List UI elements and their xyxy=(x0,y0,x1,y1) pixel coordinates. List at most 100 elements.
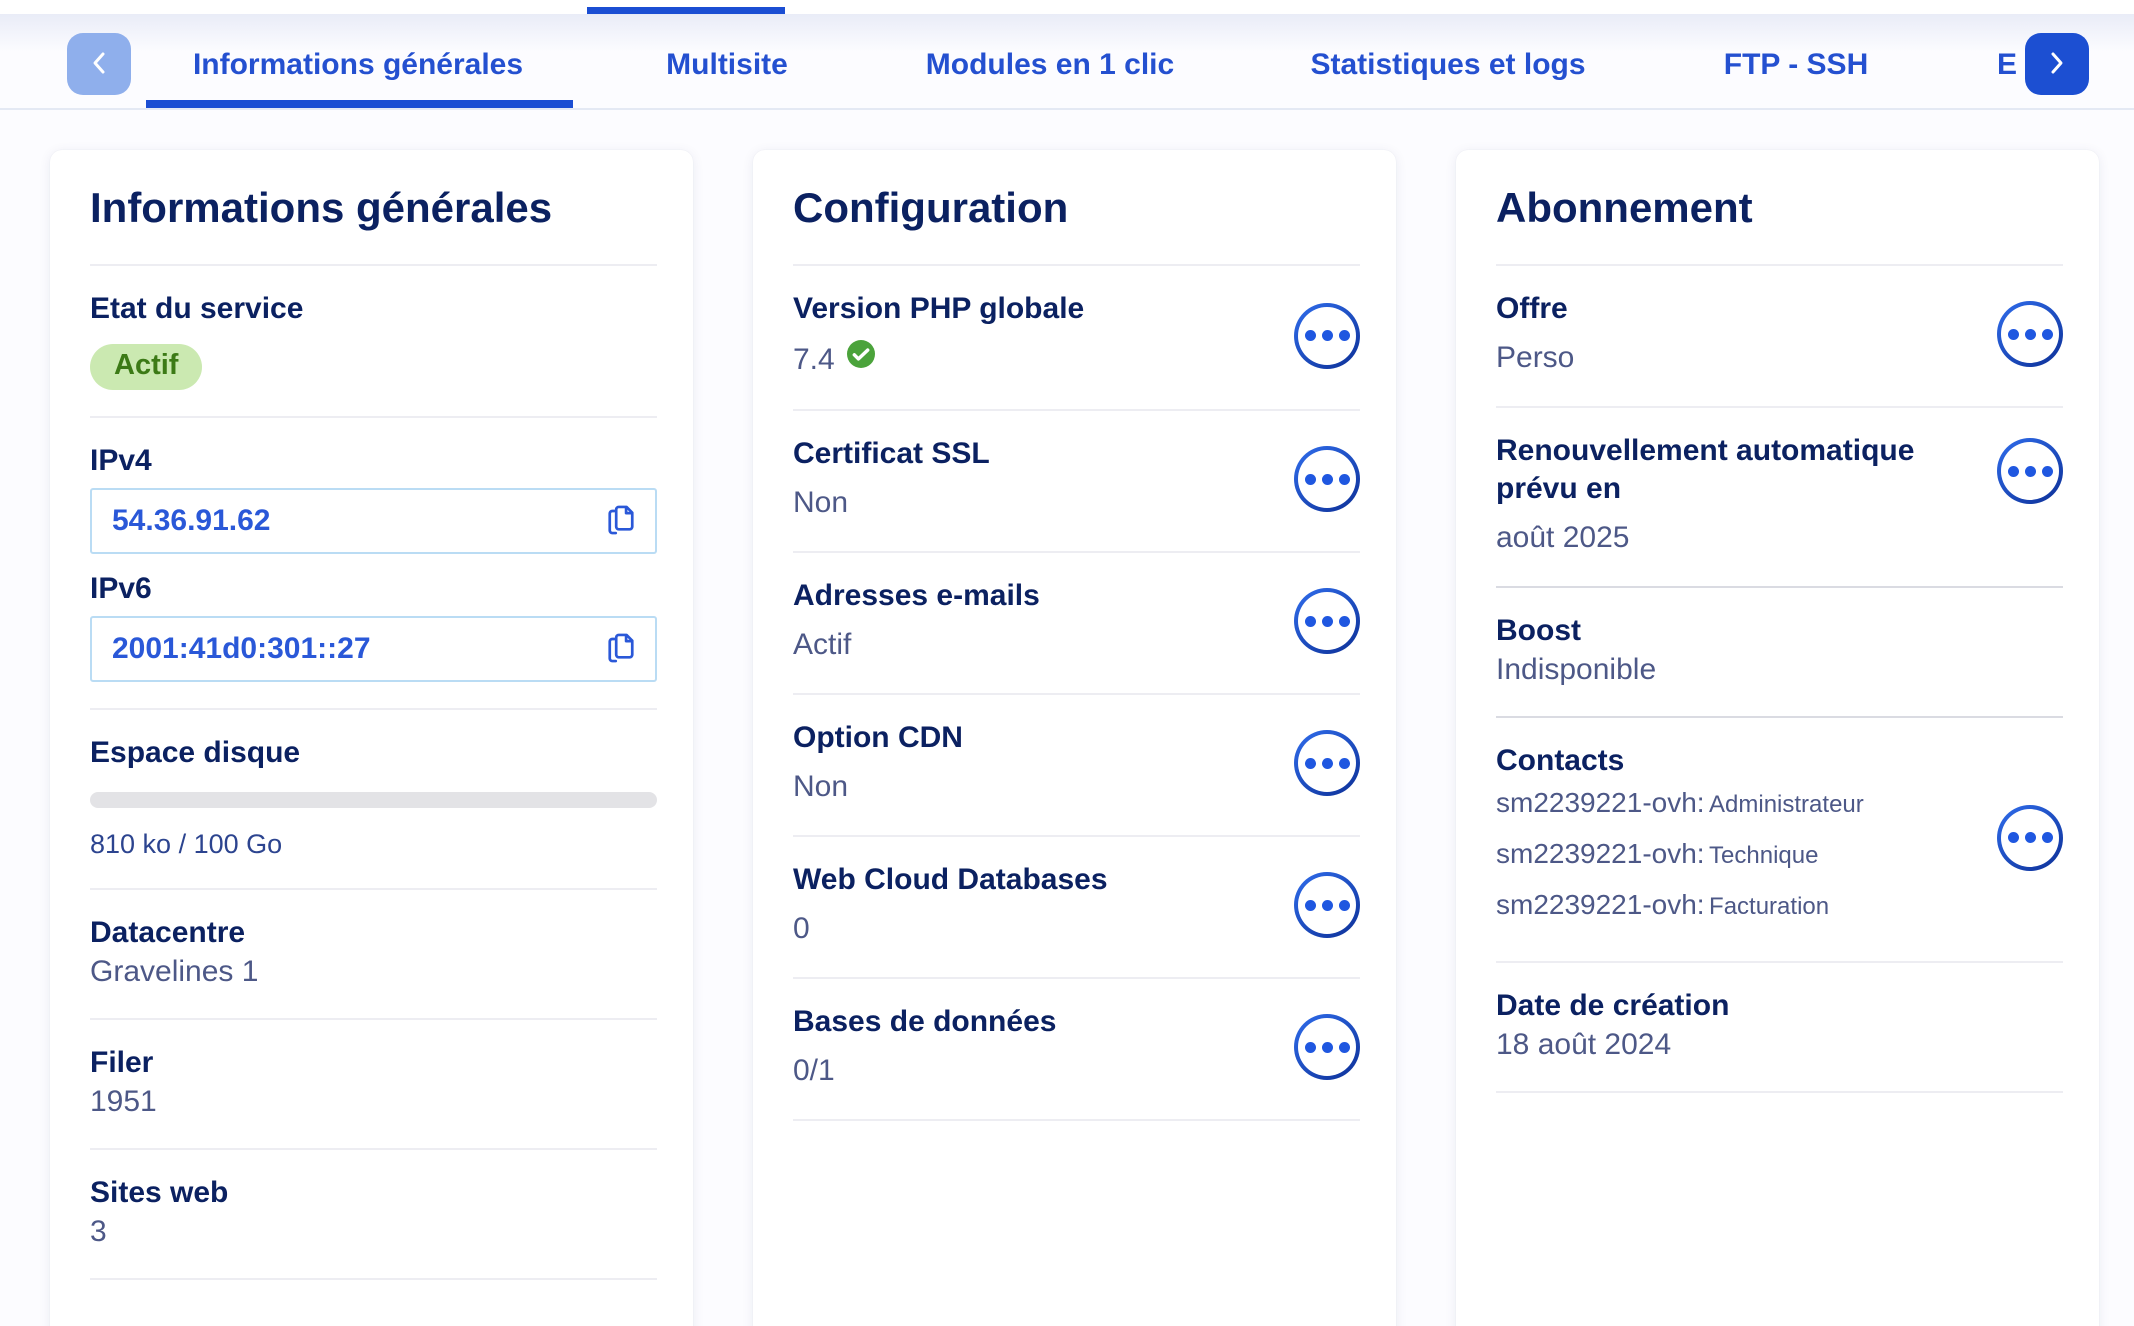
contact-nic: sm2239221-ovh: xyxy=(1496,889,1705,920)
copy-ipv6-button[interactable] xyxy=(603,630,639,669)
section-ip: IPv4 54.36.91.62 IPv6 2001:41d0:301::27 xyxy=(90,418,657,708)
contact-nic: sm2239221-ovh: xyxy=(1496,787,1705,818)
ipv6-field[interactable]: 2001:41d0:301::27 xyxy=(90,616,657,682)
ssl-label: Certificat SSL xyxy=(793,437,990,470)
active-tab-underline xyxy=(146,100,573,108)
tab-multisite[interactable]: Multisite xyxy=(666,48,788,81)
more-actions-button[interactable] xyxy=(1294,588,1360,654)
contacts-label: Contacts xyxy=(1496,744,1625,777)
tab-clipped[interactable]: E xyxy=(1997,48,2018,81)
card-configuration: Configuration Version PHP globale 7.4 Ce… xyxy=(753,150,1396,1326)
more-actions-button[interactable] xyxy=(1997,438,2063,504)
service-state-label: Etat du service xyxy=(90,292,304,325)
check-circle-icon xyxy=(845,338,877,381)
disk-progress-bar xyxy=(90,792,657,808)
card-abonnement: Abonnement Offre Perso Renouvellement au… xyxy=(1456,150,2099,1326)
row-bases-de-donnees: Bases de données 0/1 xyxy=(793,979,1360,1119)
row-renouvellement: Renouvellement automatique prévu en août… xyxy=(1496,408,2063,586)
row-option-cdn: Option CDN Non xyxy=(793,695,1360,835)
offer-value: Perso xyxy=(1496,341,1575,374)
datacenter-value: Gravelines 1 xyxy=(90,955,259,988)
section-espace-disque: Espace disque 810 ko / 100 Go xyxy=(90,710,657,888)
ipv4-field[interactable]: 54.36.91.62 xyxy=(90,488,657,554)
contact-role: Administrateur xyxy=(1709,791,1864,818)
disk-usage-text: 810 ko / 100 Go xyxy=(90,829,283,859)
section-etat-du-service: Etat du service Actif xyxy=(90,266,657,416)
more-actions-button[interactable] xyxy=(1294,872,1360,938)
upper-active-tab-underline xyxy=(587,7,785,15)
more-actions-button[interactable] xyxy=(1997,805,2063,871)
copy-icon xyxy=(603,630,639,669)
php-version-value: 7.4 xyxy=(793,342,835,376)
copy-ipv4-button[interactable] xyxy=(603,502,639,541)
more-actions-button[interactable] xyxy=(1294,446,1360,512)
datacenter-label: Datacentre xyxy=(90,916,246,949)
contact-billing: sm2239221-ovh: Facturation xyxy=(1496,882,1977,933)
wcd-label: Web Cloud Databases xyxy=(793,863,1108,896)
card-title: Configuration xyxy=(793,184,1069,231)
row-certificat-ssl: Certificat SSL Non xyxy=(793,411,1360,551)
section-filer: Filer 1951 xyxy=(90,1020,657,1148)
more-actions-button[interactable] xyxy=(1294,303,1360,369)
creation-date-label: Date de création xyxy=(1496,989,1730,1022)
chevron-right-icon xyxy=(2046,48,2068,81)
chevron-left-icon xyxy=(88,48,110,81)
tabs-scroll-right-button[interactable] xyxy=(2025,33,2089,95)
tab-statistiques-et-logs[interactable]: Statistiques et logs xyxy=(1310,48,1586,81)
more-actions-button[interactable] xyxy=(1997,301,2063,367)
databases-label: Bases de données xyxy=(793,1005,1057,1038)
header-shadow xyxy=(0,14,2134,52)
creation-date-value: 18 août 2024 xyxy=(1496,1028,1672,1061)
row-adresses-emails: Adresses e-mails Actif xyxy=(793,553,1360,693)
contact-role: Facturation xyxy=(1709,893,1830,920)
tab-modules-en-1-clic[interactable]: Modules en 1 clic xyxy=(925,48,1175,81)
row-offre: Offre Perso xyxy=(1496,266,2063,406)
tab-panel-informations-generales: Informations générales Etat du service A… xyxy=(0,150,2134,1326)
card-informations-generales: Informations générales Etat du service A… xyxy=(50,150,693,1326)
renewal-label: Renouvellement automatique prévu en xyxy=(1496,434,1915,505)
card-title: Abonnement xyxy=(1496,184,1753,231)
copy-icon xyxy=(603,502,639,541)
row-version-php: Version PHP globale 7.4 xyxy=(793,266,1360,409)
offer-label: Offre xyxy=(1496,292,1568,325)
websites-label: Sites web xyxy=(90,1176,229,1209)
more-actions-button[interactable] xyxy=(1294,1014,1360,1080)
cdn-value: Non xyxy=(793,770,849,803)
websites-value: 3 xyxy=(90,1215,107,1248)
emails-value: Actif xyxy=(793,628,852,661)
contact-nic: sm2239221-ovh: xyxy=(1496,838,1705,869)
databases-value: 0/1 xyxy=(793,1054,835,1087)
tabs-scroll-left-button[interactable] xyxy=(67,33,131,95)
ipv4-label: IPv4 xyxy=(90,444,152,477)
wcd-value: 0 xyxy=(793,912,810,945)
tab-bar: Informations générales Multisite Modules… xyxy=(0,0,2134,110)
filer-value: 1951 xyxy=(90,1085,157,1118)
contact-role: Technique xyxy=(1709,842,1819,869)
ipv4-value: 54.36.91.62 xyxy=(112,504,271,537)
ipv6-value: 2001:41d0:301::27 xyxy=(112,632,371,665)
card-title: Informations générales xyxy=(90,184,553,231)
disk-space-label: Espace disque xyxy=(90,736,301,769)
cdn-label: Option CDN xyxy=(793,721,963,754)
ipv6-label: IPv6 xyxy=(90,572,152,605)
section-datacentre: Datacentre Gravelines 1 xyxy=(90,890,657,1018)
tab-ftp-ssh[interactable]: FTP - SSH xyxy=(1723,48,1869,81)
contact-tech: sm2239221-ovh: Technique xyxy=(1496,831,1977,882)
row-contacts: Contacts sm2239221-ovh: Administrateur s… xyxy=(1496,718,2063,961)
tab-informations-generales[interactable]: Informations générales xyxy=(192,48,524,81)
more-actions-button[interactable] xyxy=(1294,730,1360,796)
renewal-value: août 2025 xyxy=(1496,521,1630,554)
emails-label: Adresses e-mails xyxy=(793,579,1040,612)
contact-admin: sm2239221-ovh: Administrateur xyxy=(1496,780,1977,831)
top-strip xyxy=(0,0,2134,14)
row-boost: Boost Indisponible xyxy=(1496,588,2063,716)
filer-label: Filer xyxy=(90,1046,154,1079)
boost-value: Indisponible xyxy=(1496,653,1657,686)
row-date-creation: Date de création 18 août 2024 xyxy=(1496,963,2063,1091)
php-version-label: Version PHP globale xyxy=(793,292,1085,325)
section-sites-web: Sites web 3 xyxy=(90,1150,657,1278)
row-web-cloud-databases: Web Cloud Databases 0 xyxy=(793,837,1360,977)
boost-label: Boost xyxy=(1496,614,1581,647)
status-badge: Actif xyxy=(90,344,203,390)
ssl-value: Non xyxy=(793,486,849,519)
